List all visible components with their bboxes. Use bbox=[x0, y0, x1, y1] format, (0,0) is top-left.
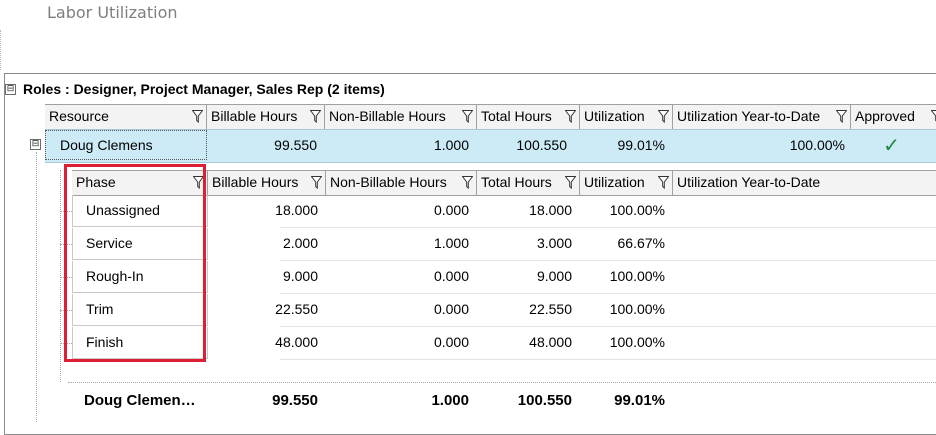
group-row[interactable]: ⊟ Roles : Designer, Project Manager, Sal… bbox=[5, 80, 385, 98]
column-header-label: Resource bbox=[49, 108, 109, 124]
total-cell[interactable]: 100.550 bbox=[516, 137, 567, 153]
phase-cell[interactable]: Trim bbox=[72, 294, 208, 326]
collapse-group-icon[interactable]: ⊟ bbox=[5, 83, 16, 95]
table-row[interactable]: Trim 22.550 0.000 22.550 100.00% bbox=[72, 294, 936, 327]
divider bbox=[0, 30, 1, 70]
utilization-cell[interactable]: 66.67% bbox=[617, 235, 665, 251]
collapse-row-icon[interactable]: ⊟ bbox=[30, 139, 41, 150]
column-header-label: Utilization bbox=[584, 108, 645, 124]
column-header-label: Approved bbox=[855, 108, 915, 124]
tree-line bbox=[60, 170, 61, 382]
filter-icon[interactable] bbox=[565, 110, 576, 123]
column-header-billable[interactable]: Billable Hours bbox=[207, 105, 325, 129]
row-divider bbox=[280, 227, 936, 228]
phase-cell[interactable]: Service bbox=[72, 228, 208, 260]
column-header-label: Billable Hours bbox=[211, 108, 298, 124]
column-header-label: Total Hours bbox=[481, 108, 552, 124]
column-header-non-billable[interactable]: Non-Billable Hours bbox=[325, 105, 477, 129]
summary-billable: 99.550 bbox=[272, 392, 318, 409]
row-divider bbox=[280, 260, 936, 261]
column-header-label: Total Hours bbox=[481, 174, 552, 190]
column-header-approved[interactable]: Approved bbox=[851, 105, 936, 129]
column-header-utilization[interactable]: Utilization bbox=[580, 105, 673, 129]
table-row[interactable]: Unassigned 18.000 0.000 18.000 100.00% bbox=[72, 195, 936, 228]
column-header-label: Utilization Year-to-Date bbox=[677, 108, 821, 124]
utilization-cell[interactable]: 100.00% bbox=[609, 301, 665, 317]
utilization-cell[interactable]: 99.01% bbox=[617, 137, 665, 153]
phase-cell[interactable]: Finish bbox=[72, 327, 208, 359]
filter-icon[interactable] bbox=[931, 110, 936, 123]
divider bbox=[68, 382, 936, 383]
billable-cell[interactable]: 99.550 bbox=[274, 137, 317, 153]
billable-cell[interactable]: 9.000 bbox=[282, 268, 318, 284]
row-divider bbox=[280, 359, 936, 360]
column-header-utilization-ytd[interactable]: Utilization Year-to-Date bbox=[673, 171, 936, 195]
summary-utilization: 99.01% bbox=[614, 392, 665, 409]
approved-check-icon[interactable]: ✓ bbox=[883, 133, 900, 157]
summary-non-billable: 1.000 bbox=[431, 392, 469, 409]
column-header-total[interactable]: Total Hours bbox=[477, 105, 580, 129]
main-header-row: Resource Billable Hours Non-Billable Hou… bbox=[45, 104, 936, 130]
total-cell[interactable]: 18.000 bbox=[529, 202, 572, 218]
table-row-resource[interactable]: Doug Clemens 99.550 1.000 100.550 99.01%… bbox=[45, 129, 936, 163]
row-divider bbox=[280, 293, 936, 294]
non-billable-cell[interactable]: 0.000 bbox=[433, 202, 469, 218]
table-row[interactable]: Rough-In 9.000 0.000 9.000 100.00% bbox=[72, 261, 936, 294]
summary-resource: Doug Clemen… bbox=[84, 392, 196, 409]
column-header-total[interactable]: Total Hours bbox=[477, 171, 580, 195]
billable-cell[interactable]: 18.000 bbox=[275, 202, 318, 218]
column-header-label: Non-Billable Hours bbox=[330, 174, 447, 190]
table-row[interactable]: Finish 48.000 0.000 48.000 100.00% bbox=[72, 327, 936, 360]
utilization-cell[interactable]: 100.00% bbox=[609, 334, 665, 350]
non-billable-cell[interactable]: 1.000 bbox=[433, 137, 469, 153]
column-header-label: Phase bbox=[76, 174, 116, 190]
summary-total: 100.550 bbox=[517, 392, 572, 409]
total-cell[interactable]: 3.000 bbox=[536, 235, 572, 251]
column-header-utilization-ytd[interactable]: Utilization Year-to-Date bbox=[673, 105, 851, 129]
non-billable-cell[interactable]: 0.000 bbox=[433, 268, 469, 284]
total-cell[interactable]: 9.000 bbox=[536, 268, 572, 284]
column-header-resource[interactable]: Resource bbox=[45, 105, 207, 129]
non-billable-cell[interactable]: 0.000 bbox=[433, 301, 469, 317]
phase-cell[interactable]: Unassigned bbox=[72, 195, 208, 227]
filter-icon[interactable] bbox=[658, 176, 669, 189]
column-header-label: Non-Billable Hours bbox=[329, 108, 446, 124]
column-header-label: Utilization Year-to-Date bbox=[677, 174, 821, 190]
filter-icon[interactable] bbox=[462, 110, 473, 123]
non-billable-cell[interactable]: 1.000 bbox=[433, 235, 469, 251]
column-header-label: Utilization bbox=[584, 174, 645, 190]
filter-icon[interactable] bbox=[565, 176, 576, 189]
phase-cell[interactable]: Rough-In bbox=[72, 261, 208, 293]
filter-icon[interactable] bbox=[462, 176, 473, 189]
column-header-non-billable[interactable]: Non-Billable Hours bbox=[326, 171, 477, 195]
filter-icon[interactable] bbox=[192, 110, 203, 123]
total-cell[interactable]: 48.000 bbox=[529, 334, 572, 350]
column-header-label: Billable Hours bbox=[212, 174, 299, 190]
utilization-cell[interactable]: 100.00% bbox=[609, 268, 665, 284]
summary-row: Doug Clemen… 99.550 1.000 100.550 99.01% bbox=[72, 387, 936, 415]
billable-cell[interactable]: 22.550 bbox=[275, 301, 318, 317]
utilization-ytd-cell[interactable]: 100.00% bbox=[789, 137, 845, 153]
highlight-box bbox=[64, 164, 206, 362]
resource-cell[interactable]: Doug Clemens bbox=[45, 130, 207, 160]
group-label: Roles : Designer, Project Manager, Sales… bbox=[23, 81, 385, 97]
non-billable-cell[interactable]: 0.000 bbox=[433, 334, 469, 350]
filter-icon[interactable] bbox=[311, 176, 322, 189]
billable-cell[interactable]: 48.000 bbox=[275, 334, 318, 350]
column-header-billable[interactable]: Billable Hours bbox=[208, 171, 326, 195]
total-cell[interactable]: 22.550 bbox=[529, 301, 572, 317]
filter-icon[interactable] bbox=[658, 110, 669, 123]
page-title: Labor Utilization bbox=[47, 3, 178, 22]
billable-cell[interactable]: 2.000 bbox=[282, 235, 318, 251]
filter-icon[interactable] bbox=[836, 110, 847, 123]
tree-line bbox=[36, 152, 37, 422]
sub-header-row: Phase Billable Hours Non-Billable Hours … bbox=[72, 170, 936, 196]
table-row[interactable]: Service 2.000 1.000 3.000 66.67% bbox=[72, 228, 936, 261]
filter-icon[interactable] bbox=[310, 110, 321, 123]
row-divider bbox=[280, 326, 936, 327]
column-header-phase[interactable]: Phase bbox=[72, 171, 208, 195]
column-header-utilization[interactable]: Utilization bbox=[580, 171, 673, 195]
utilization-cell[interactable]: 100.00% bbox=[609, 202, 665, 218]
